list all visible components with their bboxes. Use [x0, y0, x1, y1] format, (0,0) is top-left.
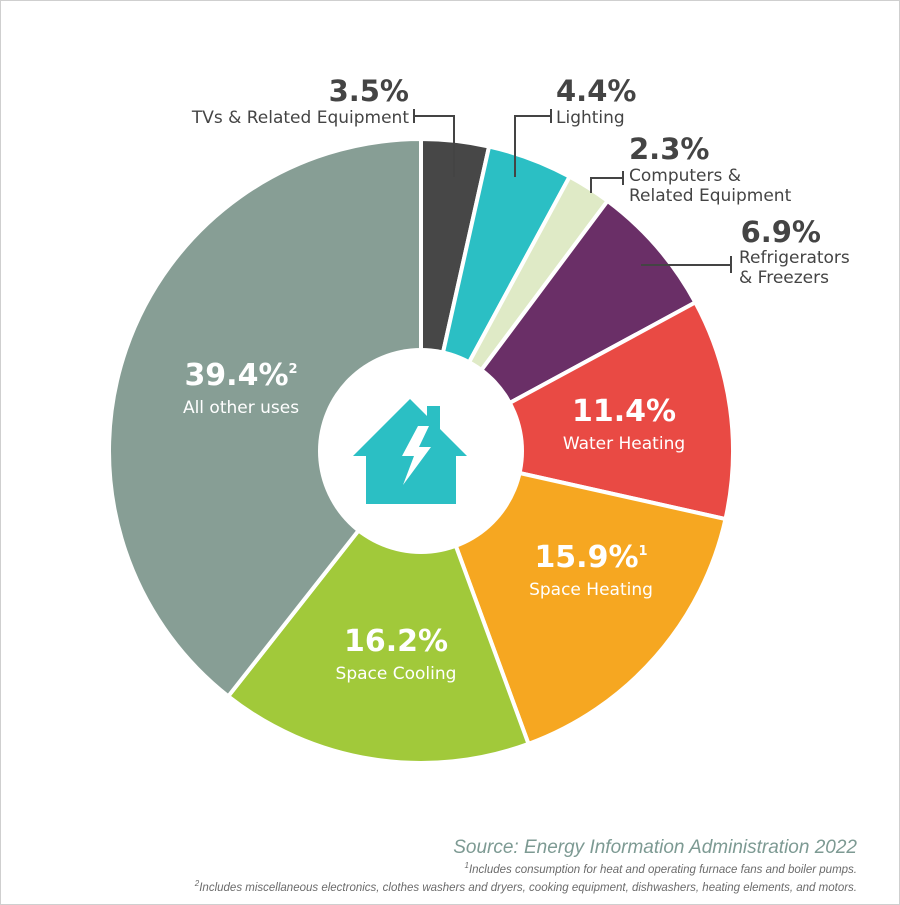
footnote-marker: 1	[464, 861, 469, 870]
slice-value-label: 6.9%	[741, 215, 821, 249]
footnote-2: 2Includes miscellaneous electronics, clo…	[195, 879, 857, 894]
slice-category-label: & Freezers	[739, 268, 829, 288]
slice-category-label: TVs & Related Equipment	[191, 108, 410, 128]
footnote-marker: 2	[289, 362, 298, 377]
house-lightning-icon	[353, 399, 467, 504]
slice-category-label: Water Heating	[563, 434, 685, 454]
slice-all-other-uses	[107, 137, 423, 699]
slice-category-label: Computers &	[629, 166, 741, 186]
slice-value-label: 39.4%2	[184, 358, 297, 393]
footnote-text: Includes miscellaneous electronics, clot…	[199, 881, 857, 894]
footnote-marker: 2	[194, 879, 200, 888]
slice-space-heating	[419, 449, 728, 746]
slice-category-label: Space Heating	[529, 580, 653, 600]
slice-value-label: 3.5%	[329, 74, 409, 108]
slice-category-label: All other uses	[183, 398, 299, 418]
source-caption: Source: Energy Information Administratio…	[453, 837, 857, 858]
slice-category-label: Refrigerators	[739, 248, 850, 268]
slice-value-label: 15.9%1	[534, 540, 647, 575]
leader-line	[641, 256, 732, 273]
slice-space-cooling	[226, 449, 531, 765]
slice-value-label: 16.2%	[344, 624, 448, 659]
leader-line	[590, 171, 624, 193]
footnote-marker: 1	[639, 544, 648, 559]
slice-value-label: 11.4%	[572, 394, 676, 429]
slice-value-label: 2.3%	[629, 132, 709, 166]
slice-value-label: 4.4%	[556, 74, 636, 108]
slice-category-label: Space Cooling	[336, 664, 457, 684]
slice-category-label: Related Equipment	[629, 186, 792, 206]
donut-chart: 3.5%TVs & Related Equipment4.4%Lighting2…	[107, 74, 850, 765]
footnote-1: 1Includes consumption for heat and opera…	[464, 861, 857, 876]
leader-line	[413, 109, 455, 177]
leader-line	[514, 109, 552, 177]
slice-category-label: Lighting	[556, 108, 625, 128]
footnote-text: Includes consumption for heat and operat…	[468, 863, 857, 876]
